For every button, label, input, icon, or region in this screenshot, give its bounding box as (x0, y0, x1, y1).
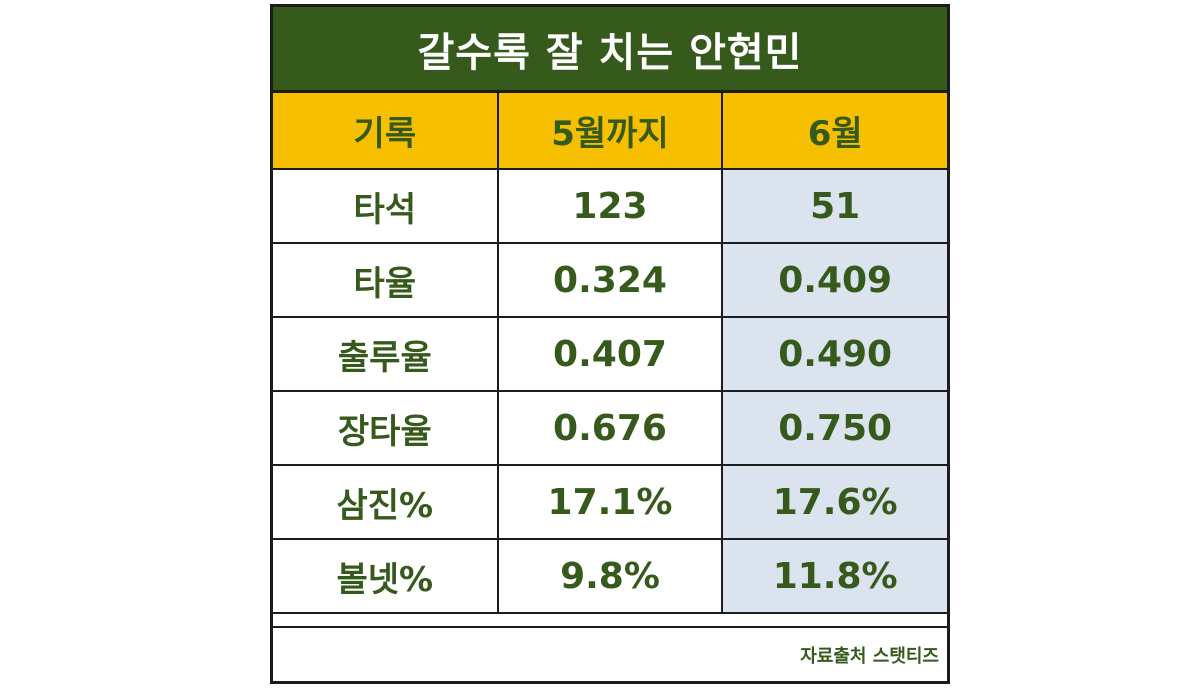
stats-card: 갈수록 잘 치는 안현민 기록 5월까지 6월 타석 123 51 타율 0.3… (270, 4, 950, 684)
table-row: 타석 123 51 (273, 168, 947, 244)
june-value: 0.750 (721, 390, 947, 466)
stats-table: 기록 5월까지 6월 타석 123 51 타율 0.324 0.409 출루율 … (273, 93, 947, 614)
row-label: 볼넷% (273, 538, 499, 614)
june-value: 0.490 (721, 316, 947, 392)
card-title: 갈수록 잘 치는 안현민 (273, 7, 947, 93)
header-record: 기록 (273, 93, 499, 170)
may-value: 9.8% (496, 538, 724, 614)
table-row: 장타율 0.676 0.750 (273, 390, 947, 466)
row-label: 출루율 (273, 316, 499, 392)
june-value: 11.8% (721, 538, 947, 614)
table-row: 삼진% 17.1% 17.6% (273, 464, 947, 540)
row-label: 장타율 (273, 390, 499, 466)
row-label: 삼진% (273, 464, 499, 540)
source-credit: 자료출처 스탯티즈 (800, 646, 939, 667)
header-may: 5월까지 (496, 93, 724, 170)
june-value: 17.6% (721, 464, 947, 540)
may-value: 0.407 (496, 316, 724, 392)
table-row: 출루율 0.407 0.490 (273, 316, 947, 392)
table-row: 타율 0.324 0.409 (273, 242, 947, 318)
may-value: 0.324 (496, 242, 724, 318)
source-footer: 자료출처 스탯티즈 (273, 626, 947, 684)
row-label: 타율 (273, 242, 499, 318)
table-header-row: 기록 5월까지 6월 (273, 93, 947, 170)
may-value: 0.676 (496, 390, 724, 466)
june-value: 0.409 (721, 242, 947, 318)
may-value: 17.1% (496, 464, 724, 540)
june-value: 51 (721, 168, 947, 244)
may-value: 123 (496, 168, 724, 244)
row-label: 타석 (273, 168, 499, 244)
header-june: 6월 (721, 93, 947, 170)
table-row: 볼넷% 9.8% 11.8% (273, 538, 947, 614)
